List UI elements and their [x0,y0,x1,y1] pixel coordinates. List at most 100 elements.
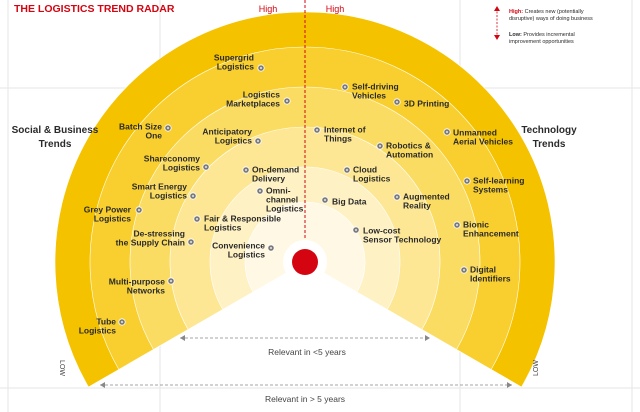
side-title: Trends [39,139,72,150]
trend-label: On-demand [252,164,299,174]
legend-text: Creates new (potentially [525,9,584,15]
trend-label: Batch Size [119,121,162,131]
legend-text: improvement opportunities [509,39,574,45]
trend-label: Logistics [215,135,253,145]
side-title: Social & Business [12,125,99,136]
trend-label: Logistics [243,89,281,99]
range-label: Relevant in <5 years [268,347,346,357]
trend-label: Fair & Responsible [204,213,281,223]
trend-dot-center [258,189,262,193]
trend-dot-center [166,126,170,130]
trend-dot-center [455,223,459,227]
trend-label: Unmanned [453,127,497,137]
trend-label: Systems [473,184,508,194]
trend-dot-center [137,208,141,212]
trend-label: Self-driving [352,81,399,91]
title: THE LOGISTICS TREND RADAR [14,3,175,15]
trend-label: Grey Power [84,204,132,214]
trend-label: Low-cost [363,225,400,235]
trend-label: Identifiers [470,273,511,283]
trend-label: Logistics [353,173,391,183]
trend-dot-center [395,195,399,199]
range-label: Relevant in > 5 years [265,394,345,404]
trend-label: Sensor Technology [363,234,442,244]
trend-dot-center [244,168,248,172]
trend-label: Robotics & [386,140,431,150]
high-label: High [259,4,278,14]
trend-label: Multi-purpose [109,276,165,286]
trend-label: Things [324,133,352,143]
trend-label: 3D Printing [404,98,449,108]
trend-label: Logistics [163,162,201,172]
trend-label: Bionic [463,219,489,229]
trend-label: Shareconomy [144,153,200,163]
legend-key: High: [509,9,523,15]
legend-text: Provides incremental [523,32,574,38]
trend: Big Data [321,196,367,206]
trend-label: Reality [403,200,431,210]
trend-label: Omni- [266,185,291,195]
trend-label: Marketplaces [226,98,280,108]
trend-dot-center [256,139,260,143]
legend-high: High: Creates new (potentially [509,9,584,15]
trend-dot-center [269,246,273,250]
trend-label: channel [266,194,298,204]
trend-label: Smart Energy [132,181,188,191]
trend-dot-center [120,320,124,324]
trend-dot-center [191,194,195,198]
trend-label: Aerial Vehicles [453,136,513,146]
trend-label: Enhancement [463,228,519,238]
trend: 3D Printing [393,98,449,108]
trend-label: Logistics [150,190,188,200]
trends: SupergridLogisticsLogisticsMarketplacesB… [79,52,525,335]
trend-dot-center [285,99,289,103]
trend-dot-center [169,279,173,283]
low-label: LOW [533,360,540,376]
trend-dot-center [378,144,382,148]
range-arrows [100,337,512,386]
trend-dot-center [259,66,263,70]
trend-label: Anticipatory [202,126,252,136]
trend-label: De-stressing [134,228,186,238]
trend-dot-center [195,217,199,221]
center-dot [292,249,318,275]
trend-label: Supergrid [214,52,254,62]
trend-label: Automation [386,149,433,159]
trend-label: the Supply Chain [116,237,185,247]
trend-dot-center [354,228,358,232]
trend-label: Big Data [332,196,367,206]
trend-label: Logistics [217,61,255,71]
trend-label: Internet of [324,124,366,134]
trend-dot-center [323,198,327,202]
trend-label: Logistics [266,203,304,213]
trend-dot-center [315,128,319,132]
trend-label: One [145,130,162,140]
trend-label: Logistics [79,325,117,335]
trend-dot-center [204,165,208,169]
trend-dot-center [345,168,349,172]
trend-dot-center [445,130,449,134]
trend-label: Tube [96,316,116,326]
legend: High: Creates new (potentially disruptiv… [494,6,593,45]
trend-label: Cloud [353,164,377,174]
trend-label: Self-learning [473,175,524,185]
trend-label: Logistics [94,213,132,223]
